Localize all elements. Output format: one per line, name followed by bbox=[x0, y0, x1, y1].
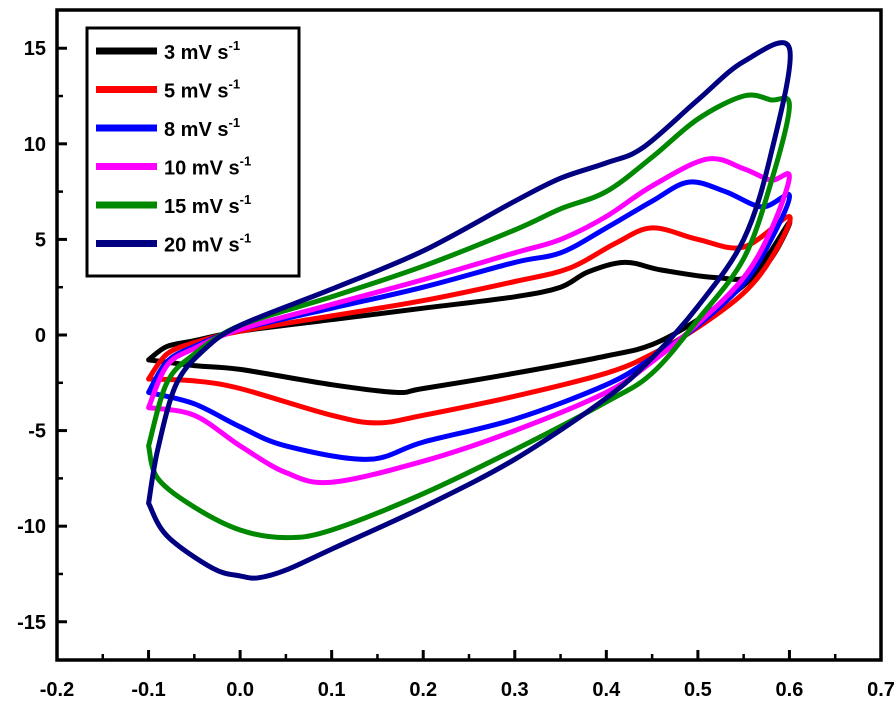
x-tick-label: 0.0 bbox=[226, 679, 254, 701]
legend-items: 3 mV s-1 5 mV s-1 8 mV s-1 10 mV s-1 15 mV s… bbox=[96, 38, 251, 257]
x-tick-label: 0.4 bbox=[592, 679, 621, 701]
series-line-5-mv-s bbox=[146, 214, 793, 426]
x-tick-label: 0.6 bbox=[776, 679, 804, 701]
legend-label: 5 mV s-1 bbox=[164, 77, 240, 103]
series-line-10-mv-s bbox=[146, 156, 792, 486]
y-tick-label: 5 bbox=[35, 229, 46, 251]
legend-box bbox=[85, 26, 301, 278]
x-tick-label: 0.3 bbox=[501, 679, 529, 701]
x-tick-label: -0.1 bbox=[131, 679, 165, 701]
x-axis-ticks: -0.2 -0.1 0.0 0.1 0.2 0.3 0.4 0.5 0.6 0.7 bbox=[40, 650, 895, 701]
series-line-15-mv-s bbox=[146, 92, 792, 541]
y-tick-label: 10 bbox=[24, 134, 46, 156]
legend-label: 8 mV s-1 bbox=[164, 115, 240, 141]
y-tick-label: -5 bbox=[28, 421, 46, 443]
legend-label: 15 mV s-1 bbox=[164, 192, 251, 218]
x-tick-label: -0.2 bbox=[40, 679, 74, 701]
y-tick-label: 0 bbox=[35, 325, 46, 347]
series-line-20-mv-s bbox=[146, 40, 793, 581]
legend-label: 20 mV s-1 bbox=[164, 231, 251, 257]
x-tick-label: 0.5 bbox=[684, 679, 712, 701]
y-tick-label: 15 bbox=[24, 38, 46, 60]
y-tick-label: -10 bbox=[17, 516, 46, 538]
series-layer bbox=[146, 40, 793, 581]
x-tick-label: 0.1 bbox=[318, 679, 346, 701]
legend: 3 mV s-1 5 mV s-1 8 mV s-1 10 mV s-1 15 mV s… bbox=[85, 26, 301, 278]
legend-label: 10 mV s-1 bbox=[164, 154, 251, 180]
x-tick-label: 0.2 bbox=[409, 679, 437, 701]
y-tick-label: -15 bbox=[17, 612, 46, 634]
y-axis-ticks: 15 10 5 0 -5 -10 -15 bbox=[17, 38, 67, 634]
series-line-8-mv-s bbox=[146, 179, 792, 462]
series-line-3-mv-s bbox=[146, 219, 793, 396]
legend-label: 3 mV s-1 bbox=[164, 38, 240, 64]
x-tick-label: 0.7 bbox=[867, 679, 895, 701]
